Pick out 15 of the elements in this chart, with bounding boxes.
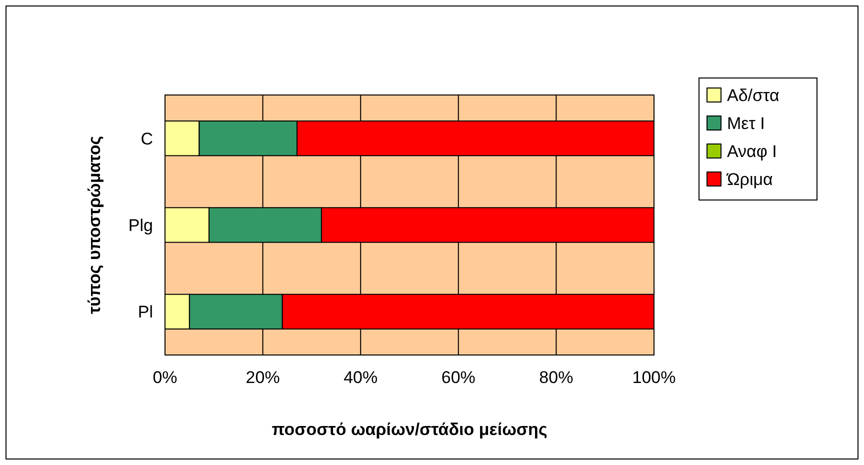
y-axis-title: τύπος υποστρώματος [85, 136, 104, 314]
x-tick-label: 20% [246, 368, 280, 387]
x-tick-label: 80% [539, 368, 574, 387]
y-tick-label: Plg [128, 216, 153, 235]
x-tick-label: 60% [441, 368, 476, 387]
legend-label: Ώριμα [726, 170, 774, 189]
legend-label: Μετ Ι [727, 114, 765, 133]
y-tick-label: C [140, 129, 153, 148]
x-tick-label: 100% [632, 368, 676, 387]
legend-label: Αδ/στα [727, 86, 780, 105]
x-tick-label: 0% [152, 368, 178, 387]
x-axis-title: ποσοστό ωαρίων/στάδιο μείωσης [272, 420, 548, 439]
legend-label: Αναφ Ι [727, 142, 777, 161]
x-tick-label: 40% [344, 368, 378, 387]
y-tick-label: Pl [138, 302, 153, 322]
